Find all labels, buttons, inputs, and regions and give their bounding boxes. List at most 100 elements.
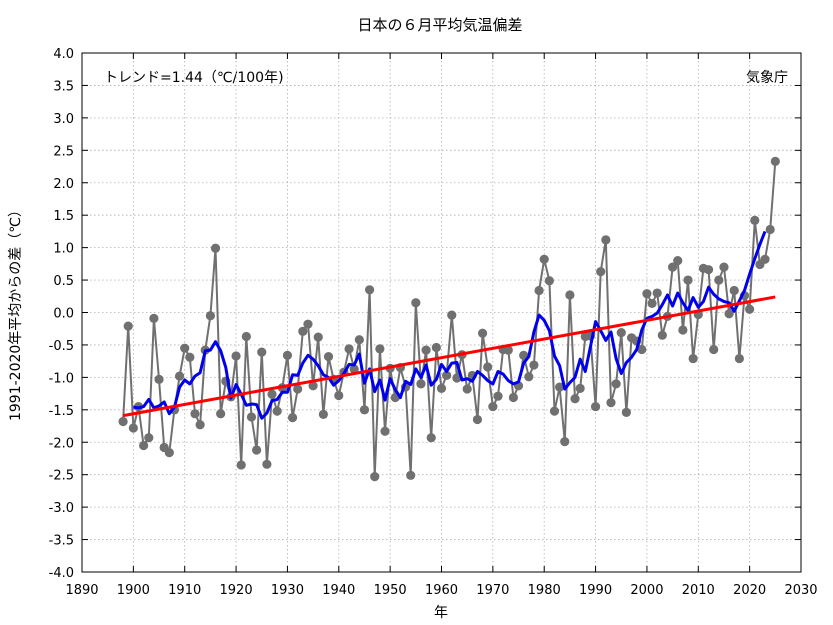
annual-anomaly-point — [431, 342, 441, 353]
annual-anomaly-point — [668, 262, 678, 272]
annual-anomaly-point — [359, 405, 370, 415]
annual-anomaly-point — [555, 382, 565, 392]
annual-anomaly-point — [709, 344, 719, 355]
annual-anomaly-point — [174, 371, 185, 381]
annual-anomaly-point — [318, 409, 328, 419]
annual-anomaly-point — [544, 276, 554, 286]
annual-anomaly-point — [154, 374, 164, 384]
annual-anomaly-point — [673, 256, 683, 266]
annual-anomaly-point — [287, 412, 298, 423]
annual-anomaly-point — [616, 328, 626, 338]
x-tick-label: 1950 — [374, 583, 407, 598]
y-tick-label: 0.5 — [53, 274, 74, 289]
annual-anomaly-point — [272, 406, 282, 416]
annual-anomaly-point — [570, 394, 580, 404]
y-tick-label: -2.0 — [49, 436, 74, 451]
annual-anomaly-point — [688, 353, 698, 364]
annual-anomaly-point — [447, 310, 457, 320]
annual-anomaly-point — [313, 332, 323, 342]
annual-anomaly-point — [678, 325, 688, 335]
x-tick-label: 1960 — [425, 583, 458, 598]
annual-anomaly-point — [139, 440, 149, 451]
annual-anomaly-point — [683, 275, 693, 285]
annual-anomaly-point — [529, 360, 539, 370]
annual-anomaly-point — [370, 472, 380, 482]
annual-anomaly-point — [621, 407, 631, 418]
annual-anomaly-point — [257, 347, 267, 357]
annual-anomaly-point — [195, 420, 205, 430]
y-tick-label: 4.0 — [53, 47, 74, 62]
annual-anomaly-point — [503, 345, 513, 355]
y-tick-label: 0.0 — [53, 307, 74, 322]
annual-anomaly-point — [652, 288, 662, 298]
annual-anomaly-point — [262, 459, 272, 469]
annual-anomaly-point — [703, 265, 714, 275]
x-tick-label: 1940 — [322, 583, 355, 598]
annual-anomaly-point — [436, 383, 447, 394]
annual-anomaly-point — [185, 352, 195, 362]
x-tick-label: 1970 — [476, 583, 509, 598]
y-tick-label: 1.0 — [53, 242, 74, 257]
annual-anomaly-point — [298, 326, 308, 336]
annual-anomaly-point — [477, 328, 488, 338]
annual-anomaly-point — [205, 311, 215, 321]
annual-anomaly-point — [534, 285, 544, 296]
annual-anomaly-point — [488, 401, 498, 412]
annual-anomaly-point — [483, 362, 493, 372]
annual-anomaly-point — [365, 285, 375, 295]
annual-anomaly-point — [375, 344, 385, 354]
annual-anomaly-point — [508, 392, 518, 403]
y-tick-label: -2.5 — [49, 469, 74, 484]
annual-anomaly-point — [303, 319, 313, 329]
y-tick-label: 3.0 — [53, 112, 74, 127]
annual-anomaly-point — [760, 254, 770, 264]
x-tick-label: 1900 — [117, 583, 150, 598]
y-tick-label: -1.5 — [49, 404, 74, 419]
x-tick-label: 2000 — [630, 583, 663, 598]
annual-anomaly-point — [442, 370, 452, 381]
annual-anomaly-point — [472, 414, 483, 425]
annual-anomaly-point — [282, 350, 293, 360]
annual-anomaly-point — [416, 379, 426, 389]
annual-anomaly-point — [128, 423, 138, 433]
annual-anomaly-point — [714, 275, 724, 285]
annual-anomaly-point — [637, 344, 647, 355]
annual-anomaly-point — [380, 426, 390, 436]
annual-anomaly-point — [493, 391, 503, 401]
grid-lines — [82, 53, 801, 572]
annual-anomaly-point — [241, 331, 251, 342]
annual-anomaly-point — [180, 343, 190, 353]
annual-anomaly-point — [657, 330, 667, 340]
annual-anomaly-point — [596, 267, 606, 277]
annual-anomaly-point — [190, 409, 200, 419]
annual-anomaly-point — [144, 433, 154, 443]
x-tick-label: 1890 — [65, 583, 98, 598]
x-tick-label: 1920 — [220, 583, 253, 598]
annual-anomaly-point — [642, 289, 652, 299]
trend-annotation: トレンド=1.44（℃/100年) — [104, 70, 284, 86]
annual-anomaly-point — [164, 448, 174, 458]
x-tick-label: 1910 — [168, 583, 201, 598]
annual-anomaly-point — [590, 401, 601, 412]
annual-anomaly-point — [293, 384, 303, 394]
annual-anomaly-point — [123, 321, 133, 331]
x-tick-label: 2010 — [682, 583, 715, 598]
annual-anomaly-point — [406, 470, 416, 480]
x-tick-label: 1930 — [271, 583, 304, 598]
x-tick-label: 1980 — [528, 583, 561, 598]
y-tick-label: -1.0 — [49, 371, 74, 386]
annual-anomaly-point — [519, 350, 529, 360]
data-series — [118, 156, 780, 482]
annual-anomaly-point — [719, 262, 729, 272]
annual-anomaly-point — [560, 437, 570, 447]
annual-anomaly-point — [354, 335, 364, 345]
annual-anomaly-point — [565, 290, 575, 300]
y-tick-label: 1.5 — [53, 209, 74, 224]
x-tick-label: 2030 — [784, 583, 817, 598]
y-tick-label: 3.5 — [53, 79, 74, 94]
annual-anomaly-point — [575, 383, 585, 394]
annual-anomaly-point — [231, 351, 241, 361]
y-tick-label: -3.5 — [49, 534, 74, 549]
annual-anomaly-point — [349, 364, 359, 374]
